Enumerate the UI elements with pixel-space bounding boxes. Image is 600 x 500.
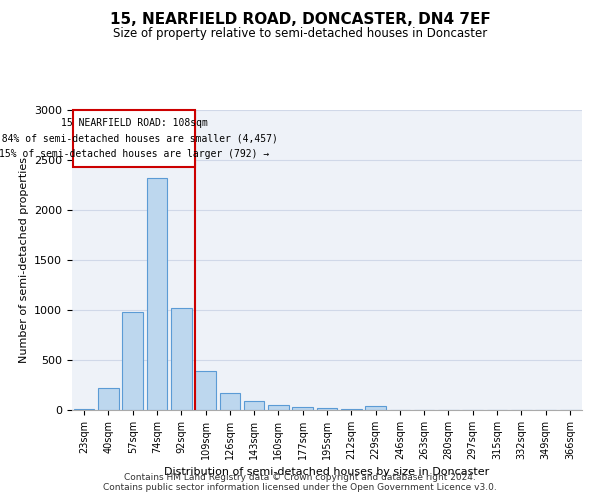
Bar: [98, 388, 119, 410]
X-axis label: Distribution of semi-detached houses by size in Doncaster: Distribution of semi-detached houses by …: [164, 468, 490, 477]
Bar: [341, 409, 362, 410]
Bar: [244, 401, 265, 410]
FancyBboxPatch shape: [73, 110, 195, 167]
Text: 15, NEARFIELD ROAD, DONCASTER, DN4 7EF: 15, NEARFIELD ROAD, DONCASTER, DN4 7EF: [110, 12, 490, 28]
Bar: [146, 178, 167, 410]
Bar: [292, 407, 313, 410]
Bar: [171, 308, 191, 410]
Bar: [365, 406, 386, 410]
Text: Contains public sector information licensed under the Open Government Licence v3: Contains public sector information licen…: [103, 484, 497, 492]
Text: 15 NEARFIELD ROAD: 108sqm
← 84% of semi-detached houses are smaller (4,457)
15% : 15 NEARFIELD ROAD: 108sqm ← 84% of semi-…: [0, 118, 278, 159]
Bar: [317, 408, 337, 410]
Text: Contains HM Land Registry data © Crown copyright and database right 2024.: Contains HM Land Registry data © Crown c…: [124, 472, 476, 482]
Bar: [268, 404, 289, 410]
Bar: [122, 312, 143, 410]
Text: Size of property relative to semi-detached houses in Doncaster: Size of property relative to semi-detach…: [113, 28, 487, 40]
Bar: [220, 393, 240, 410]
Bar: [74, 409, 94, 410]
Bar: [195, 371, 216, 410]
Y-axis label: Number of semi-detached properties: Number of semi-detached properties: [19, 157, 29, 363]
